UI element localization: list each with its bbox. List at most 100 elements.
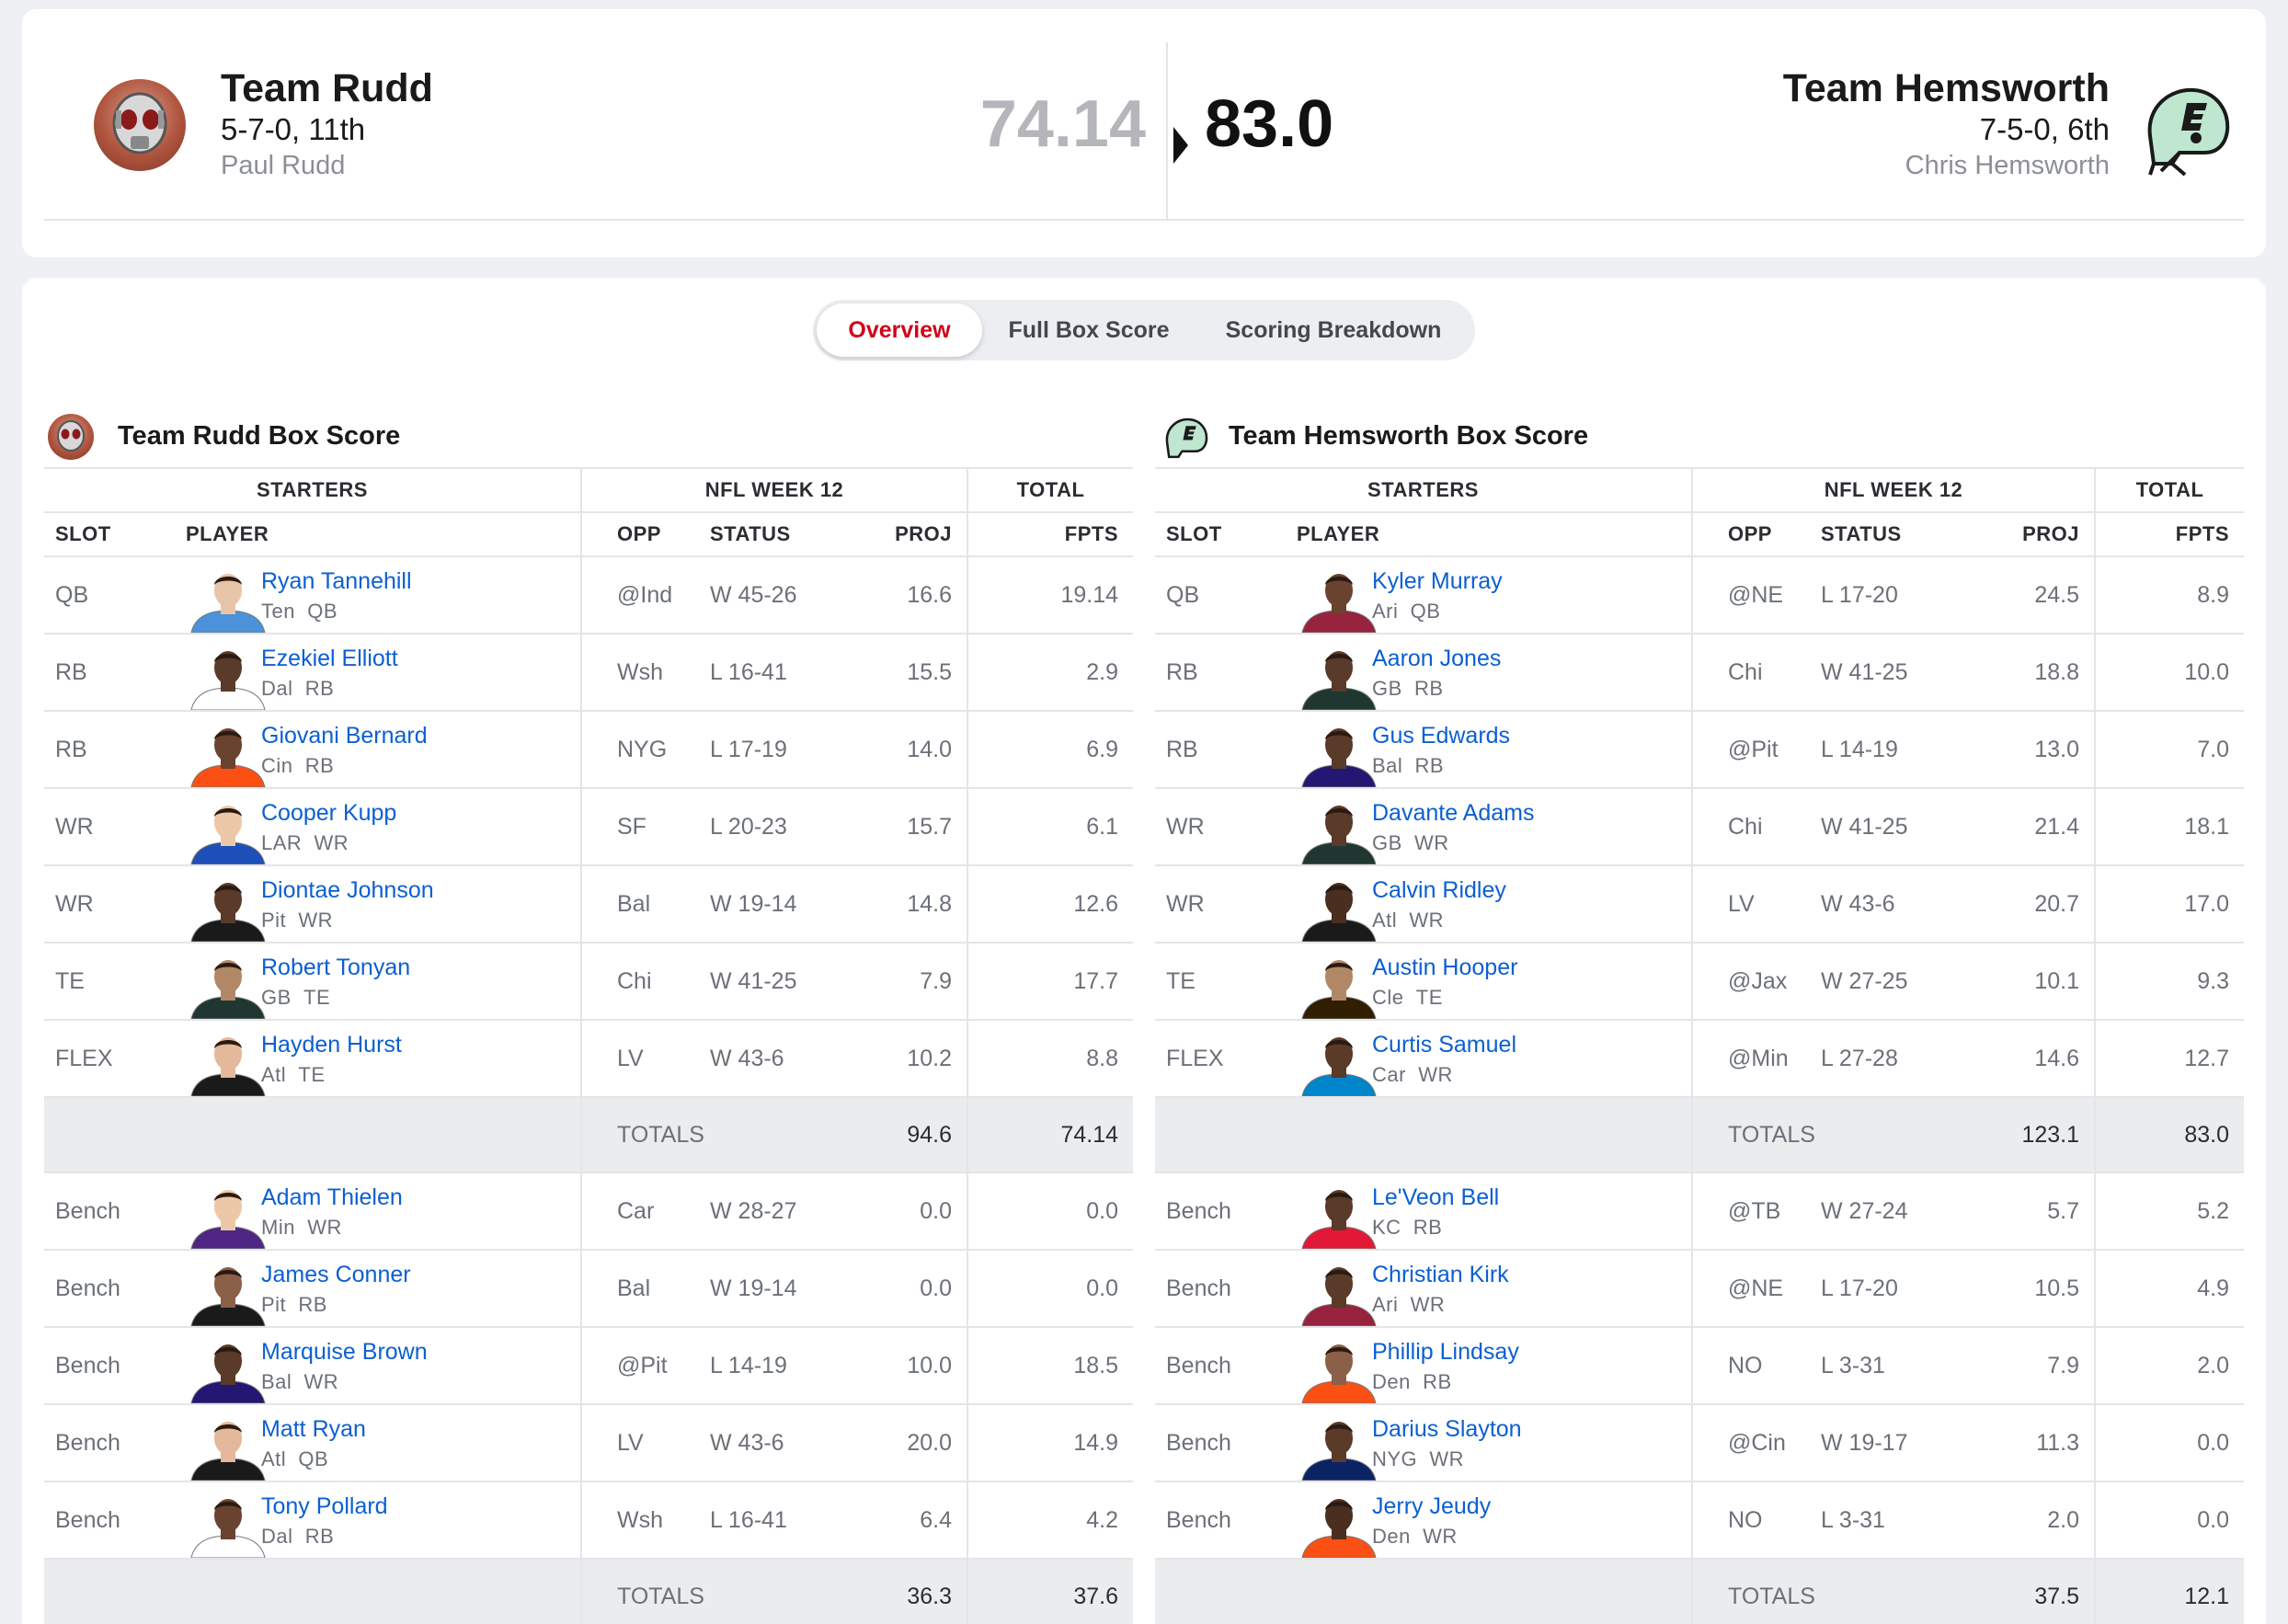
fpts-column-header[interactable]: FPTS: [2094, 512, 2245, 557]
opponent-link[interactable]: Car: [580, 1172, 690, 1251]
opponent-link[interactable]: @Cin: [1691, 1404, 1801, 1482]
player-headshot-icon[interactable]: [1298, 953, 1379, 1018]
opponent-link[interactable]: Chi: [1691, 788, 1801, 866]
player-name-link[interactable]: Ryan Tannehill: [261, 568, 412, 594]
proj-column-header[interactable]: PROJ: [1964, 512, 2096, 557]
opponent-link[interactable]: Bal: [580, 1250, 690, 1328]
game-status-link[interactable]: L 17-20: [1801, 1250, 1964, 1328]
opponent-link[interactable]: @Pit: [1691, 711, 1801, 789]
home-team-name[interactable]: Team Rudd: [221, 66, 433, 110]
game-status-link[interactable]: W 45-26: [690, 556, 853, 635]
player-headshot-icon[interactable]: [188, 1030, 269, 1095]
player-name-link[interactable]: Darius Slayton: [1372, 1416, 1522, 1442]
away-team-owner[interactable]: Chris Hemsworth: [1905, 151, 2110, 180]
player-headshot-icon[interactable]: [188, 566, 269, 632]
opponent-link[interactable]: LV: [580, 1020, 690, 1098]
proj-column-header[interactable]: PROJ: [853, 512, 968, 557]
player-name-link[interactable]: Gus Edwards: [1372, 723, 1511, 749]
home-team-owner[interactable]: Paul Rudd: [221, 151, 346, 180]
game-status-link[interactable]: L 16-41: [690, 634, 853, 712]
player-name-link[interactable]: Ezekiel Elliott: [261, 646, 398, 671]
game-status-link[interactable]: W 28-27: [690, 1172, 853, 1251]
game-status-link[interactable]: W 43-6: [1801, 865, 1964, 944]
opponent-link[interactable]: NO: [1691, 1481, 1801, 1560]
game-status-link[interactable]: L 14-19: [690, 1327, 853, 1405]
player-name-link[interactable]: Matt Ryan: [261, 1416, 366, 1442]
opponent-link[interactable]: Wsh: [580, 634, 690, 712]
player-name-link[interactable]: Calvin Ridley: [1372, 877, 1506, 903]
opponent-link[interactable]: LV: [580, 1404, 690, 1482]
player-name-link[interactable]: James Conner: [261, 1262, 411, 1287]
player-name-link[interactable]: Austin Hooper: [1372, 955, 1518, 980]
player-headshot-icon[interactable]: [1298, 1492, 1379, 1557]
player-name-link[interactable]: Le'Veon Bell: [1372, 1184, 1500, 1210]
player-headshot-icon[interactable]: [1298, 1260, 1379, 1325]
player-headshot-icon[interactable]: [188, 875, 269, 941]
opponent-link[interactable]: @Jax: [1691, 943, 1801, 1021]
opponent-link[interactable]: @Pit: [580, 1327, 690, 1405]
player-headshot-icon[interactable]: [188, 644, 269, 709]
game-status-link[interactable]: L 14-19: [1801, 711, 1964, 789]
game-status-link[interactable]: W 27-24: [1801, 1172, 1964, 1251]
opponent-link[interactable]: @Ind: [580, 556, 690, 635]
opponent-link[interactable]: NYG: [580, 711, 690, 789]
opponent-link[interactable]: LV: [1691, 865, 1801, 944]
opponent-link[interactable]: @Min: [1691, 1020, 1801, 1098]
player-headshot-icon[interactable]: [1298, 566, 1379, 632]
game-status-link[interactable]: L 20-23: [690, 788, 853, 866]
opponent-link[interactable]: Bal: [580, 865, 690, 944]
game-status-link[interactable]: L 27-28: [1801, 1020, 1964, 1098]
opponent-link[interactable]: NO: [1691, 1327, 1801, 1405]
team-rudd-logo-icon[interactable]: [94, 79, 186, 171]
game-status-link[interactable]: W 19-17: [1801, 1404, 1964, 1482]
game-status-link[interactable]: L 17-19: [690, 711, 853, 789]
player-headshot-icon[interactable]: [1298, 721, 1379, 786]
player-name-link[interactable]: Christian Kirk: [1372, 1262, 1509, 1287]
player-name-link[interactable]: Hayden Hurst: [261, 1032, 402, 1058]
player-headshot-icon[interactable]: [188, 1183, 269, 1248]
game-status-link[interactable]: W 41-25: [1801, 634, 1964, 712]
opponent-link[interactable]: Wsh: [580, 1481, 690, 1560]
player-headshot-icon[interactable]: [1298, 1183, 1379, 1248]
player-name-link[interactable]: Jerry Jeudy: [1372, 1493, 1492, 1519]
player-name-link[interactable]: Diontae Johnson: [261, 877, 434, 903]
player-headshot-icon[interactable]: [188, 1337, 269, 1402]
player-headshot-icon[interactable]: [188, 1260, 269, 1325]
game-status-link[interactable]: W 27-25: [1801, 943, 1964, 1021]
player-name-link[interactable]: Giovani Bernard: [261, 723, 428, 749]
player-name-link[interactable]: Adam Thielen: [261, 1184, 403, 1210]
player-name-link[interactable]: Tony Pollard: [261, 1493, 388, 1519]
tab-scoring-breakdown[interactable]: Scoring Breakdown: [1225, 317, 1442, 343]
game-status-link[interactable]: L 3-31: [1801, 1481, 1964, 1560]
player-headshot-icon[interactable]: [188, 721, 269, 786]
player-name-link[interactable]: Cooper Kupp: [261, 800, 397, 826]
game-status-link[interactable]: W 41-25: [690, 943, 853, 1021]
player-name-link[interactable]: Phillip Lindsay: [1372, 1339, 1519, 1365]
tab-overview[interactable]: Overview: [817, 303, 982, 357]
opponent-link[interactable]: SF: [580, 788, 690, 866]
game-status-link[interactable]: W 43-6: [690, 1020, 853, 1098]
game-status-link[interactable]: L 3-31: [1801, 1327, 1964, 1405]
player-name-link[interactable]: Kyler Murray: [1372, 568, 1503, 594]
player-name-link[interactable]: Aaron Jones: [1372, 646, 1502, 671]
fpts-column-header[interactable]: FPTS: [967, 512, 1134, 557]
team-hemsworth-helmet-icon[interactable]: [2134, 79, 2230, 177]
player-name-link[interactable]: Marquise Brown: [261, 1339, 428, 1365]
player-headshot-icon[interactable]: [1298, 1030, 1379, 1095]
opponent-link[interactable]: @NE: [1691, 556, 1801, 635]
player-name-link[interactable]: Davante Adams: [1372, 800, 1535, 826]
player-headshot-icon[interactable]: [1298, 644, 1379, 709]
player-name-link[interactable]: Curtis Samuel: [1372, 1032, 1516, 1058]
player-headshot-icon[interactable]: [1298, 1337, 1379, 1402]
game-status-link[interactable]: W 19-14: [690, 1250, 853, 1328]
opponent-link[interactable]: @NE: [1691, 1250, 1801, 1328]
player-headshot-icon[interactable]: [188, 1492, 269, 1557]
game-status-link[interactable]: L 17-20: [1801, 556, 1964, 635]
game-status-link[interactable]: L 16-41: [690, 1481, 853, 1560]
player-headshot-icon[interactable]: [1298, 1414, 1379, 1480]
player-headshot-icon[interactable]: [188, 798, 269, 863]
game-status-link[interactable]: W 43-6: [690, 1404, 853, 1482]
opponent-link[interactable]: Chi: [580, 943, 690, 1021]
tab-full-box-score[interactable]: Full Box Score: [1008, 317, 1170, 343]
game-status-link[interactable]: W 41-25: [1801, 788, 1964, 866]
